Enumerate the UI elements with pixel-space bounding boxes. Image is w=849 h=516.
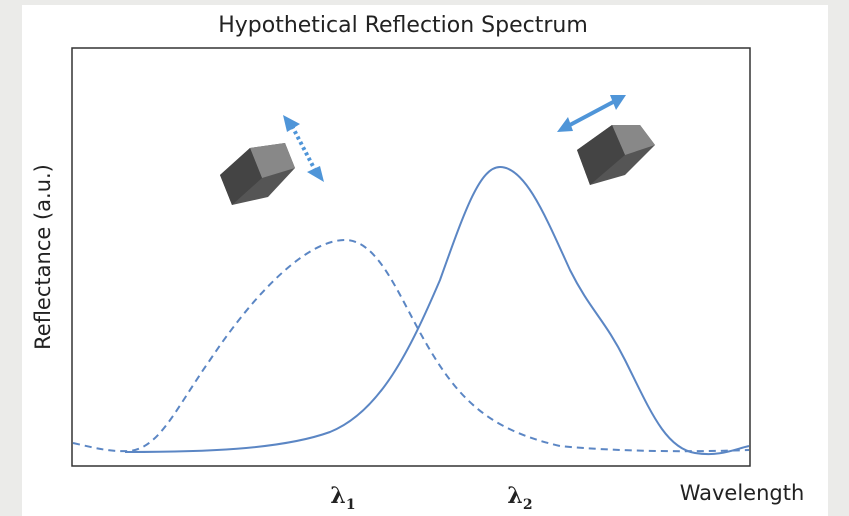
solid-spectrum xyxy=(124,165,750,456)
peak-label: λ1 xyxy=(330,483,355,513)
panel xyxy=(22,5,828,516)
peak-subscript: 2 xyxy=(523,497,533,513)
title: Hypothetical Reflection Spectrum xyxy=(218,13,588,38)
crystal-left xyxy=(220,143,295,205)
polarization-arrows xyxy=(283,95,626,182)
dashed-spectrum xyxy=(72,238,750,453)
y-axis-label: Reflectance (a.u.) xyxy=(31,164,55,350)
crystal-right xyxy=(577,125,655,185)
peak-subscript: 1 xyxy=(346,497,356,513)
peak-symbol: λ xyxy=(507,483,522,509)
x-axis-label: Wavelength xyxy=(680,481,805,505)
peak-label: λ2 xyxy=(507,483,532,513)
plot-frame xyxy=(71,47,751,467)
peak-symbol: λ xyxy=(330,483,345,509)
